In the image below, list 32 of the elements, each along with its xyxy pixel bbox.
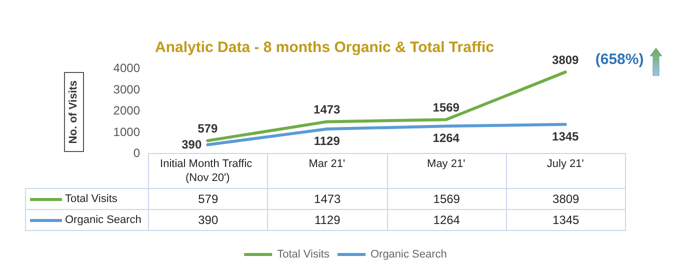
- text: 390: [182, 138, 202, 152]
- legend-label: Organic Search: [65, 214, 142, 226]
- data-label: 1569: [386, 188, 507, 210]
- text: 1345: [552, 129, 579, 144]
- data-label: 1129: [267, 209, 388, 231]
- data-label: 579: [148, 188, 268, 210]
- text: Total Visits: [277, 248, 330, 260]
- data-label: 1473: [267, 188, 388, 210]
- chart-title: Analytic Data - 8 months Organic & Total Traffic: [155, 39, 494, 56]
- text: 1569: [432, 100, 460, 115]
- x-tick-label: Mar 21': [308, 158, 346, 170]
- text: 579: [198, 122, 218, 136]
- x-tick-label: July 21': [546, 158, 584, 170]
- text: 1473: [314, 102, 340, 117]
- y-tick-label: 1000: [113, 124, 140, 139]
- text: Organic Search: [370, 248, 447, 260]
- data-label: 390: [148, 209, 268, 231]
- text: 1129: [314, 134, 340, 148]
- x-tick-label: May 21': [427, 158, 466, 170]
- y-tick-label: 3000: [113, 82, 140, 96]
- text: 3809: [552, 53, 579, 68]
- y-tick-label: 0: [133, 146, 140, 160]
- legend-label: Total Visits: [65, 193, 118, 205]
- text: 1264: [432, 131, 460, 146]
- x-tick-label: Initial Month Traffic (Nov 20'): [160, 158, 256, 184]
- data-label: 3809: [506, 188, 626, 210]
- y-axis-title: No. of Visits: [68, 80, 80, 144]
- data-label: 1264: [386, 209, 507, 231]
- y-tick-label: 4000: [113, 61, 140, 75]
- data-label: 1345: [506, 209, 626, 231]
- annotation: (658%): [595, 51, 644, 68]
- y-tick-label: 2000: [113, 104, 140, 118]
